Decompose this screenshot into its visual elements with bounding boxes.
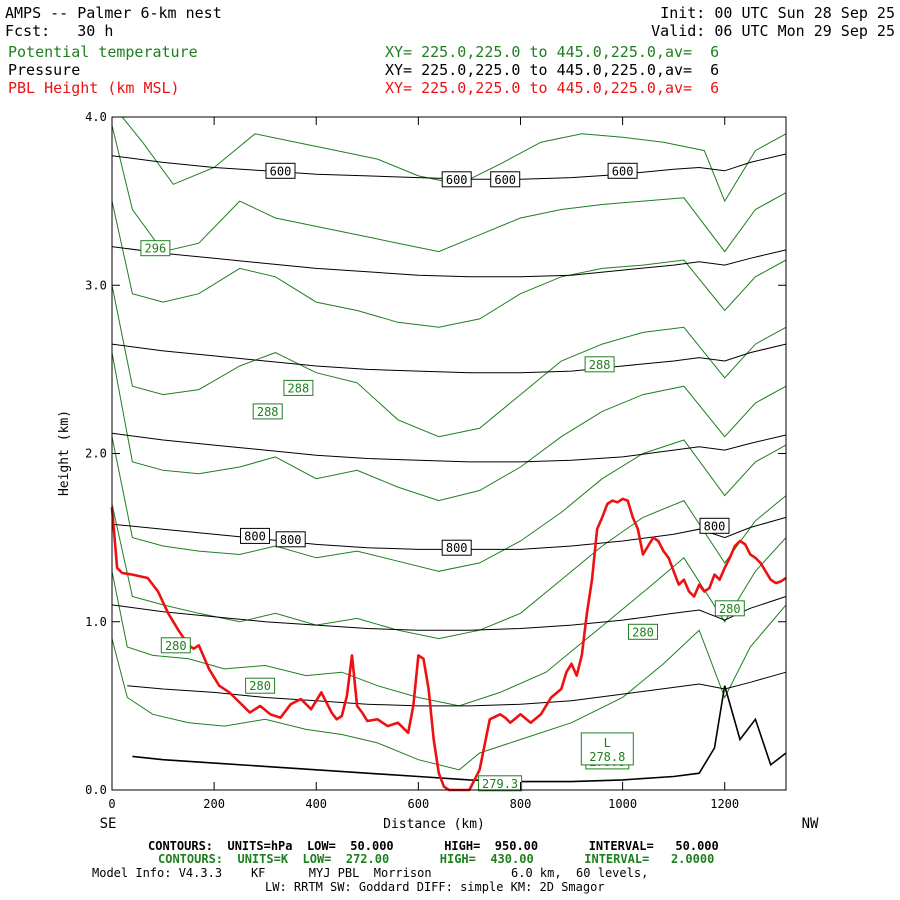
x-tick-label: 1200 [710, 797, 739, 811]
theta-contour-line [111, 285, 787, 438]
left-end-label: SE [100, 816, 117, 832]
pressure-contour-label-box [441, 171, 472, 188]
pressure-contour-label: 600 [446, 173, 468, 187]
pressure-contour-900 [127, 671, 787, 707]
x-tick-label: 800 [510, 797, 532, 811]
theta-contour-line [111, 495, 787, 640]
axes: 0 200 400 600 800 1000 1200 0.0 1.0 2.0 3.0 4.0 [85, 110, 786, 811]
pressure-contour-label: 800 [280, 533, 302, 547]
x-tick-label: 0 [108, 797, 115, 811]
theta-contour-line [111, 125, 787, 253]
theta-contour-label-box [283, 379, 314, 396]
pressure-contour-label: 600 [612, 164, 634, 178]
pressure-contour-650 [111, 246, 787, 278]
theta-contour-label-box [628, 623, 658, 640]
low-marker-letter: L [604, 736, 611, 750]
theta-contour-label-box [584, 356, 615, 373]
theta-contour-line [111, 537, 787, 707]
pressure-contours [111, 153, 787, 783]
right-end-label: NW [802, 816, 819, 832]
theta-contour-label: 288 [257, 405, 279, 419]
legend-pressure-xy: XY= 225.0,225.0 to 445.0,225.0,av= 6 [385, 61, 720, 79]
pbl-height-series [110, 497, 787, 792]
pressure-contour-label: 800 [704, 519, 726, 533]
pressure-contour-label: 600 [270, 164, 292, 178]
low-marker-value: 278.8 [589, 750, 625, 764]
contour-labels: 296 288 288 288 280 280 280 280 278.8 279.3 600 600… [140, 162, 745, 792]
pbl-height-line [110, 497, 787, 792]
y-tick-label: 0.0 [85, 783, 107, 797]
pressure-contour-750 [111, 432, 787, 463]
footer-model-info-2: LW: RRTM SW: Goddard DIFF: simple KM: 2D… [265, 880, 605, 894]
theta-contour-line [111, 200, 787, 328]
pressure-contour-label: 600 [494, 173, 516, 187]
pressure-contour-label-box [607, 162, 638, 179]
theta-contour-label-box [245, 677, 276, 694]
legend-pbl-label: PBL Height (km MSL) [8, 79, 180, 97]
theta-contour-label-box [140, 240, 171, 257]
x-tick-label: 400 [305, 797, 327, 811]
pressure-contour-label-box [275, 531, 306, 548]
legend-theta-label: Potential temperature [8, 43, 198, 61]
footer-model-info: Model Info: V4.3.3 KF MYJ PBL Morrison 6… [92, 866, 649, 880]
y-axis-title: Height (km) [57, 410, 72, 496]
theta-contour-label-box [252, 403, 283, 420]
legend-pressure-label: Pressure [8, 61, 81, 79]
footer-pressure-contours: CONTOURS: UNITS=hPa LOW= 50.000 HIGH= 95… [148, 839, 719, 853]
theta-contour-label-box [160, 637, 191, 654]
x-tick-label: 1000 [608, 797, 637, 811]
pressure-contour-700 [111, 343, 787, 374]
plot-frame [111, 116, 787, 791]
y-tick-label: 3.0 [85, 278, 107, 292]
theta-contour-label-box [478, 775, 523, 792]
pressure-contour-850 [111, 596, 787, 631]
theta-contour-line [111, 436, 787, 572]
x-axis-title: Distance (km) [383, 817, 485, 832]
footer-theta-contours: CONTOURS: UNITS=K LOW= 272.00 HIGH= 430.… [158, 852, 715, 866]
theta-contour-line [111, 604, 787, 771]
y-tick-label: 4.0 [85, 110, 107, 124]
x-tick-label: 200 [203, 797, 225, 811]
y-tick-label: 2.0 [85, 447, 107, 461]
theta-contour-label: 280 [249, 679, 271, 693]
pressure-contour-label-box [490, 171, 521, 188]
theta-contour-label: 279.3 [482, 777, 518, 791]
theta-contours [111, 116, 787, 771]
pressure-contour-label-box [441, 539, 472, 556]
init-time: Init: 00 UTC Sun 28 Sep 25 [660, 4, 895, 22]
x-tick-label: 600 [408, 797, 430, 811]
low-marker-box [580, 732, 634, 766]
theta-contour-label-box [714, 600, 745, 617]
theta-contour-label: 288 [288, 381, 310, 395]
pressure-contour-label-box [240, 527, 270, 544]
pressure-contour-label: 800 [446, 541, 468, 555]
theta-contour-line [121, 116, 787, 203]
pressure-contour-950 [132, 685, 787, 783]
theta-contour-label: 296 [145, 242, 167, 256]
theta-contour-label: 280 [719, 602, 741, 616]
pressure-contour-label-box [699, 517, 730, 534]
pressure-contour-label: 800 [244, 529, 266, 543]
y-tick-label: 1.0 [85, 615, 107, 629]
legend-pbl-xy: XY= 225.0,225.0 to 445.0,225.0,av= 6 [385, 79, 720, 97]
legend-theta-xy: XY= 225.0,225.0 to 445.0,225.0,av= 6 [385, 43, 720, 61]
forecast-hour: Fcst: 30 h [5, 22, 114, 40]
chart-title: AMPS -- Palmer 6-km nest [5, 4, 222, 22]
pressure-contour-label-box [265, 162, 296, 179]
valid-time: Valid: 06 UTC Mon 29 Sep 25 [651, 22, 895, 40]
theta-contour-label: 280 [165, 639, 187, 653]
theta-contour-line [111, 352, 787, 502]
theta-contour-label: 280 [632, 625, 654, 639]
theta-contour-label: 288 [589, 358, 611, 372]
